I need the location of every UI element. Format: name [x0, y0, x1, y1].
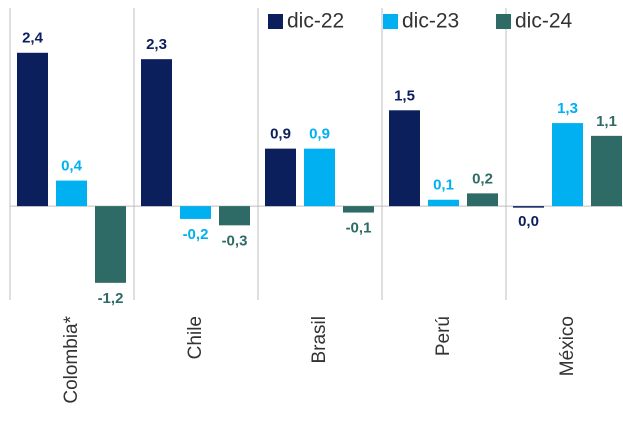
bar	[219, 206, 250, 226]
bar	[265, 148, 296, 207]
value-label: 1,3	[557, 100, 578, 117]
bar	[467, 193, 498, 207]
x-tick-label: Perú	[433, 316, 454, 356]
value-label: 2,4	[22, 30, 44, 47]
bar	[17, 52, 48, 207]
bar	[428, 199, 459, 207]
value-label: 1,1	[596, 113, 617, 130]
bar	[513, 206, 544, 208]
legend-swatch	[268, 14, 283, 29]
bar	[141, 59, 172, 207]
x-tick-label: Chile	[185, 316, 206, 359]
bar	[389, 110, 420, 207]
value-label: 0,2	[472, 170, 493, 187]
bar	[304, 148, 335, 207]
value-label: -0,3	[222, 232, 248, 249]
legend-label: dic-22	[287, 10, 344, 33]
value-label: -1,2	[98, 290, 124, 307]
value-label: 1,5	[394, 87, 415, 104]
legend-swatch	[496, 14, 511, 29]
value-label: 0,9	[270, 126, 291, 143]
x-tick-label: Brasil	[309, 316, 330, 364]
bar	[56, 180, 87, 207]
legend-label: dic-23	[402, 10, 459, 33]
x-tick-label: Colombia*	[61, 315, 82, 403]
value-label: 0,0	[518, 213, 539, 230]
value-label: -0,1	[346, 220, 372, 237]
bar	[95, 206, 126, 283]
value-label: 2,3	[146, 36, 167, 53]
value-label: 0,9	[309, 126, 330, 143]
bar	[552, 123, 583, 207]
bar	[180, 206, 211, 219]
bar	[591, 135, 622, 207]
value-label: -0,2	[183, 226, 209, 243]
bar	[343, 206, 374, 213]
value-label: 0,4	[61, 158, 83, 175]
value-label: 0,1	[433, 177, 454, 194]
legend-label: dic-24	[515, 10, 573, 33]
x-tick-label: México	[557, 316, 578, 376]
legend-swatch	[383, 14, 398, 29]
